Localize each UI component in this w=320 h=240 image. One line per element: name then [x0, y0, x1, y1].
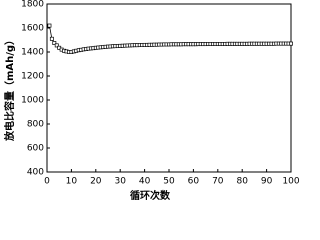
data-point — [54, 43, 59, 48]
y-tick-label: 1000 — [21, 96, 44, 106]
x-tick-label: 10 — [66, 177, 78, 187]
y-tick-label: 1600 — [21, 24, 44, 34]
chart: 循环次数 放电比容量（mAh/g） 4006008001000120014001… — [3, 0, 300, 200]
x-tick-label: 40 — [139, 177, 151, 187]
y-tick-label: 800 — [27, 120, 44, 130]
y-tick-label: 1800 — [21, 0, 44, 10]
x-tick-label: 30 — [114, 177, 126, 187]
y-tick-label: 400 — [27, 168, 44, 178]
y-axis-title: 放电比容量（mAh/g） — [3, 35, 16, 142]
x-tick-label: 20 — [90, 177, 102, 187]
data-point — [289, 41, 293, 46]
x-tick-label: 60 — [188, 177, 200, 187]
x-axis-title: 循环次数 — [130, 189, 171, 200]
data-point — [49, 36, 54, 41]
y-tick-label: 600 — [27, 144, 44, 154]
x-tick-label: 80 — [236, 177, 248, 187]
plot-frame — [46, 3, 292, 173]
x-tick-label: 0 — [44, 177, 50, 187]
x-tick-label: 70 — [212, 177, 224, 187]
x-tick-label: 50 — [163, 177, 175, 187]
y-tick-label: 1200 — [21, 72, 44, 82]
x-tick-label: 100 — [282, 177, 299, 187]
data-point — [52, 41, 57, 45]
y-tick-label: 1400 — [21, 48, 44, 58]
x-tick-label: 90 — [261, 177, 273, 187]
data-point — [47, 23, 52, 28]
